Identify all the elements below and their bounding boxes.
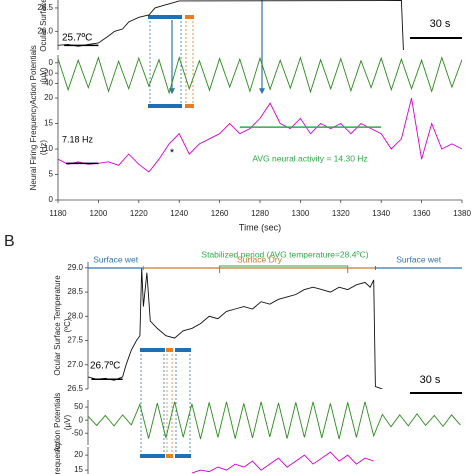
y-axis-label: Neural Firing Frequency <box>29 105 38 191</box>
trace <box>88 267 383 389</box>
y-tick-label: 27.5 <box>67 336 83 345</box>
y-axis-label: Action Potentials <box>53 393 62 453</box>
x-tick-label: 1340 <box>372 209 390 218</box>
annotation: AVG neural activity = 14.30 Hz <box>252 153 367 163</box>
y-tick-label: -40 <box>41 79 53 88</box>
y-tick-label: 20 <box>74 450 83 459</box>
y-tick-label: 0 <box>49 58 54 67</box>
y-tick-label: 28.0 <box>67 311 83 320</box>
y-axis-label: (µV) <box>63 415 72 431</box>
x-tick-label: 1360 <box>413 209 431 218</box>
y-tick-label: 15 <box>44 119 53 128</box>
y-tick-label: 10 <box>44 144 53 153</box>
y-axis-label: (µV) <box>39 67 48 83</box>
x-tick-label: 1200 <box>90 209 108 218</box>
panel-label: B <box>4 233 15 250</box>
x-tick-label: 1320 <box>332 209 350 218</box>
y-axis-label: Ocular Surface Temperature <box>53 275 62 376</box>
annotation: 26.7ºC <box>90 361 120 372</box>
annotation: 30 s <box>430 18 451 30</box>
y-tick-label: -50 <box>71 428 83 437</box>
x-tick-label: 1240 <box>170 209 188 218</box>
trace <box>88 401 461 440</box>
y-axis-label: (ºC) <box>63 318 72 332</box>
phase-label: Surface Dry <box>237 254 283 264</box>
y-tick-label: 26.5 <box>37 3 53 12</box>
y-axis-label: Action Potentials <box>29 45 38 105</box>
y-tick-label: 26.5 <box>67 384 83 393</box>
x-tick-label: 1300 <box>292 209 310 218</box>
annotation: 7.18 Hz <box>62 134 94 144</box>
phase-label: Surface wet <box>93 254 139 264</box>
y-tick-label: 26.0 <box>37 26 53 35</box>
x-axis-label: Time (sec) <box>239 222 281 232</box>
stabilized-bracket <box>219 265 349 273</box>
annotation: 25.7ºC <box>62 33 92 44</box>
x-tick-label: 1380 <box>453 209 471 218</box>
trace <box>58 56 462 95</box>
annotation: * <box>170 147 175 159</box>
y-tick-label: 0 <box>49 195 54 204</box>
panel-a-markers <box>148 0 462 108</box>
trace <box>191 451 374 474</box>
y-axis-label: Ocular Surface <box>39 0 48 52</box>
y-tick-label: 0 <box>79 415 84 424</box>
panel-b-markers <box>140 348 462 458</box>
y-axis-label: Frequency <box>53 442 62 474</box>
x-tick-label: 1260 <box>211 209 229 218</box>
y-tick-label: 5 <box>49 170 54 179</box>
trace <box>58 0 404 50</box>
trace <box>58 97 462 173</box>
subtitle: Stabilized period (AVG temperature=28.4º… <box>201 249 368 259</box>
x-tick-label: 1220 <box>130 209 148 218</box>
x-tick-label: 1180 <box>49 209 67 218</box>
annotation: 30 s <box>420 374 441 386</box>
y-tick-label: 29.0 <box>67 263 83 272</box>
phase-label: Surface wet <box>396 254 442 264</box>
y-tick-label: -20 <box>41 68 53 77</box>
y-tick-label: 20 <box>44 93 53 102</box>
y-tick-label: 15 <box>74 465 83 474</box>
x-tick-label: 1280 <box>251 209 269 218</box>
y-axis-label: (Hz) <box>39 140 48 155</box>
y-tick-label: 28.5 <box>67 287 83 296</box>
y-tick-label: 50 <box>74 402 83 411</box>
y-tick-label: 27.0 <box>67 360 83 369</box>
